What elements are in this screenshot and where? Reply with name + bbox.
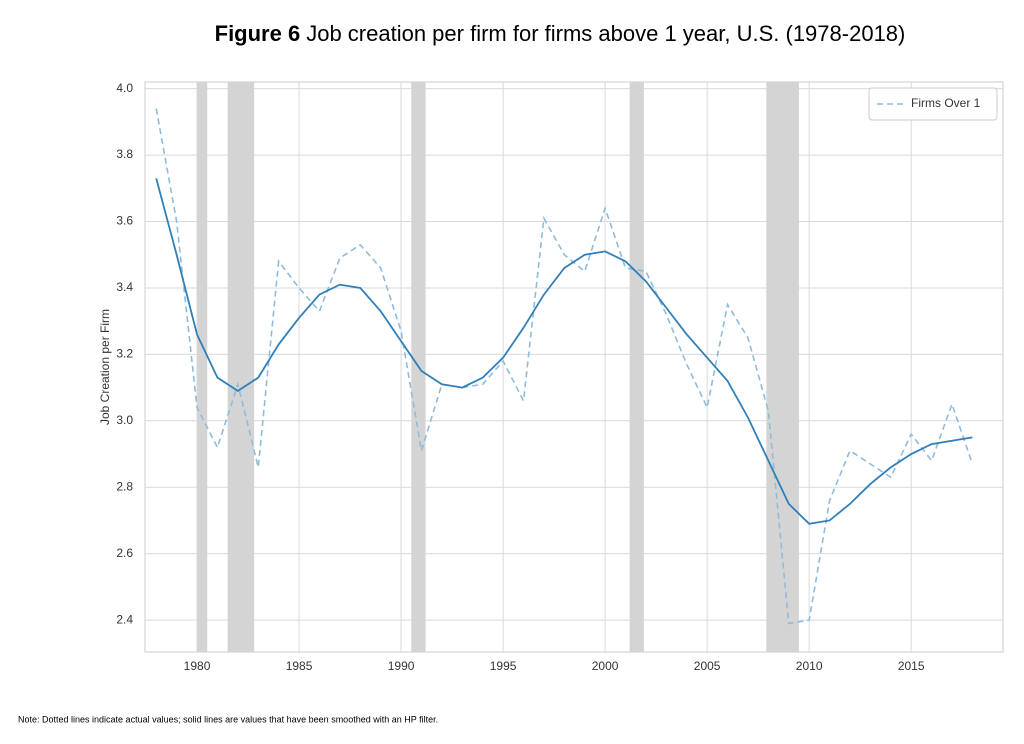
title-text: Job creation per firm for firms above 1 … xyxy=(306,21,905,46)
x-tick-label: 1990 xyxy=(388,659,415,673)
x-tick-label: 1980 xyxy=(184,659,211,673)
y-tick-label: 3.0 xyxy=(116,413,133,427)
y-tick-label: 2.8 xyxy=(116,479,133,493)
y-tick-label: 3.2 xyxy=(116,347,133,361)
y-tick-label: 3.4 xyxy=(116,280,133,294)
legend-label: Firms Over 1 xyxy=(911,96,981,110)
legend-box xyxy=(868,87,998,121)
dashed-line xyxy=(155,108,974,625)
chart-title: Figure 6 Job creation per firm for firms … xyxy=(215,21,906,46)
x-tick-label: 1995 xyxy=(490,659,517,673)
y-tick-label: 4.0 xyxy=(116,81,133,95)
y-axis-label: Job Creation per Firm xyxy=(98,309,112,425)
recession-band xyxy=(197,82,208,652)
x-tick-label: 2005 xyxy=(694,659,721,673)
y-tick-label: 2.4 xyxy=(116,612,133,626)
x-tick-label: 1985 xyxy=(286,659,313,673)
x-tick-label: 2015 xyxy=(898,659,925,673)
figure-label: Figure 6 xyxy=(215,21,301,46)
recession-band xyxy=(629,82,644,652)
y-tick-label: 3.6 xyxy=(116,214,133,228)
smoothed-line xyxy=(155,178,973,525)
plot-area xyxy=(144,81,1004,653)
y-tick-label: 3.8 xyxy=(116,147,133,161)
x-tick-label: 2000 xyxy=(592,659,619,673)
recession-band xyxy=(227,82,255,652)
x-tick-label: 2010 xyxy=(796,659,823,673)
note: Note: Dotted lines indicate actual value… xyxy=(18,714,438,724)
y-tick-label: 2.6 xyxy=(116,546,133,560)
